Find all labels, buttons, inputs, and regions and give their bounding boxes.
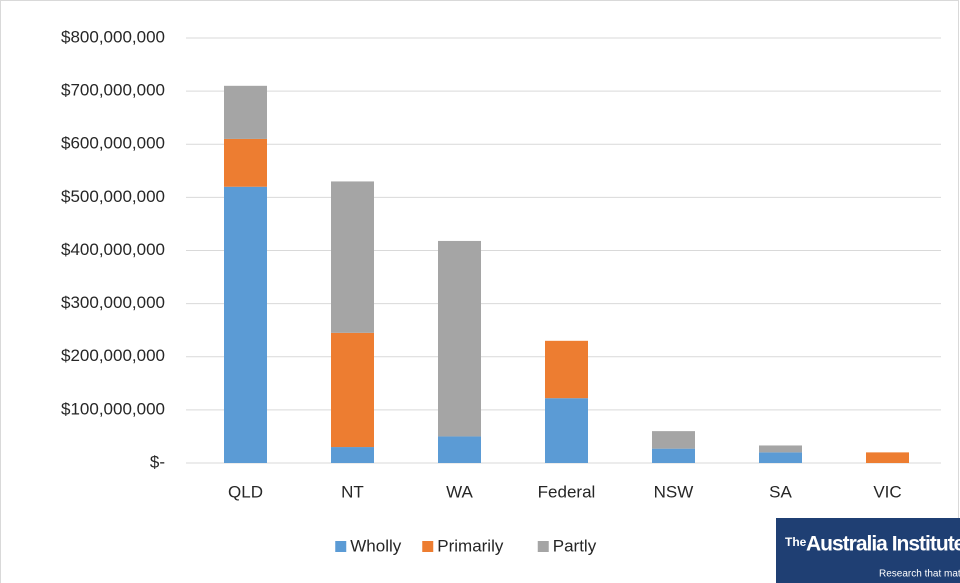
logo-name: Australia Institute (806, 533, 960, 556)
y-tick-label: $300,000,000 (61, 293, 165, 312)
bar-segment (866, 452, 909, 463)
bar-segment (759, 445, 802, 453)
bar-segment (438, 436, 481, 463)
legend-swatch (537, 541, 549, 552)
logo-box (776, 518, 960, 583)
bar-segment (438, 240, 481, 437)
y-tick-label: $200,000,000 (61, 346, 165, 365)
bar-segment (331, 447, 374, 463)
bar-segment (759, 452, 802, 463)
y-tick-label: $700,000,000 (61, 81, 165, 100)
x-tick-label: NSW (654, 482, 694, 501)
bar-segment (545, 398, 588, 463)
x-tick-label: WA (446, 482, 473, 501)
logo-tagline: Research that matters (879, 569, 960, 580)
bar-segment (652, 431, 695, 449)
bar-segment (224, 138, 267, 187)
bar-segment (224, 186, 267, 463)
legend-swatch (422, 541, 434, 552)
legend-label: Wholly (350, 536, 402, 555)
bar-segment (331, 181, 374, 333)
legend-swatch (335, 541, 347, 552)
bar-segment (545, 340, 588, 399)
bar-segment (331, 332, 374, 448)
x-tick-label: QLD (228, 482, 263, 501)
y-tick-label: $800,000,000 (61, 27, 165, 46)
x-tick-label: VIC (873, 482, 901, 501)
x-tick-label: SA (769, 482, 792, 501)
x-tick-label: Federal (538, 482, 596, 501)
y-tick-label: $500,000,000 (61, 187, 165, 206)
logo-prefix: The (785, 535, 807, 549)
logo: The Australia Institute Research that ma… (776, 518, 960, 583)
legend-label: Primarily (437, 536, 504, 555)
bar-segment (652, 448, 695, 463)
bar-segment (224, 85, 267, 139)
y-tick-label: $600,000,000 (61, 134, 165, 153)
legend-label: Partly (553, 536, 597, 555)
y-tick-label: $100,000,000 (61, 399, 165, 418)
x-tick-label: NT (341, 482, 364, 501)
y-tick-label: $400,000,000 (61, 240, 165, 259)
y-tick-label: $- (150, 452, 165, 471)
